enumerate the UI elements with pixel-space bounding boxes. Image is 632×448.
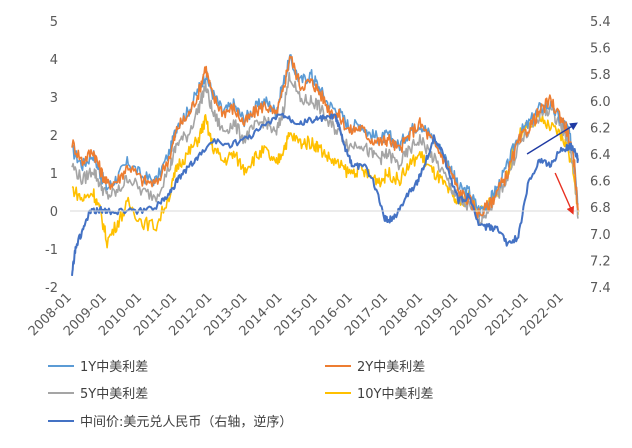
legend-item[interactable]: 10Y中美利差 <box>325 387 433 402</box>
legend[interactable]: 1Y中美利差 2Y中美利差 5Y中美利差 10Y中美利差中间价:美元兑人民币（右轴，逆… <box>48 360 433 430</box>
y-left-tick-label: 4 <box>50 53 58 68</box>
legend-label: 中间价:美元兑人民币（右轴，逆序） <box>80 414 292 430</box>
legend-label: 2Y中美利差 <box>357 360 425 375</box>
legend-item[interactable]: 1Y中美利差 <box>48 360 148 375</box>
series-line-2 <box>71 55 579 219</box>
y-left-tick-label: -2 <box>45 281 58 296</box>
legend-label: 1Y中美利差 <box>80 360 148 375</box>
legend-item[interactable]: 2Y中美利差 <box>325 360 425 375</box>
annotations <box>526 122 578 215</box>
y-left-tick-label: 5 <box>50 15 58 30</box>
y-left-tick-label: -1 <box>45 243 58 258</box>
series-line-5 <box>71 112 579 276</box>
plot-area <box>71 54 579 276</box>
trend-down-arrow <box>554 172 574 215</box>
y-right-tick-label: 6.0 <box>590 95 611 110</box>
y-left-tick-label: 3 <box>50 91 58 106</box>
y-left-tick-label: 0 <box>50 205 58 220</box>
y-right-tick-label: 7.0 <box>590 228 611 243</box>
y-right-tick-label: 6.2 <box>590 121 611 136</box>
y-right-tick-label: 7.2 <box>590 254 611 269</box>
legend-item[interactable]: 5Y中美利差 <box>48 387 148 402</box>
y-right-tick-label: 7.4 <box>590 281 611 296</box>
y-right-tick-label: 5.8 <box>590 68 611 83</box>
axes: -2 -1 0 1 2 3 4 5 5.4 5.6 5.8 6.0 6.2 6.4 6.6 6.8 7.0 7.2… <box>26 15 611 339</box>
trend-up-arrow <box>526 122 578 155</box>
legend-label: 5Y中美利差 <box>80 387 148 402</box>
y-left-tick-label: 2 <box>50 129 58 144</box>
series-line-3 <box>71 71 579 225</box>
y-right-tick-label: 5.4 <box>590 15 611 30</box>
legend-label: 10Y中美利差 <box>357 387 433 402</box>
y-right-tick-label: 6.8 <box>590 201 611 216</box>
y-right-tick-label: 5.6 <box>590 42 611 57</box>
y-left-tick-label: 1 <box>50 167 58 182</box>
y-right-tick-label: 6.4 <box>590 148 611 163</box>
y-right-tick-label: 6.6 <box>590 175 611 190</box>
legend-item[interactable]: 中间价:美元兑人民币（右轴，逆序） <box>48 414 292 430</box>
